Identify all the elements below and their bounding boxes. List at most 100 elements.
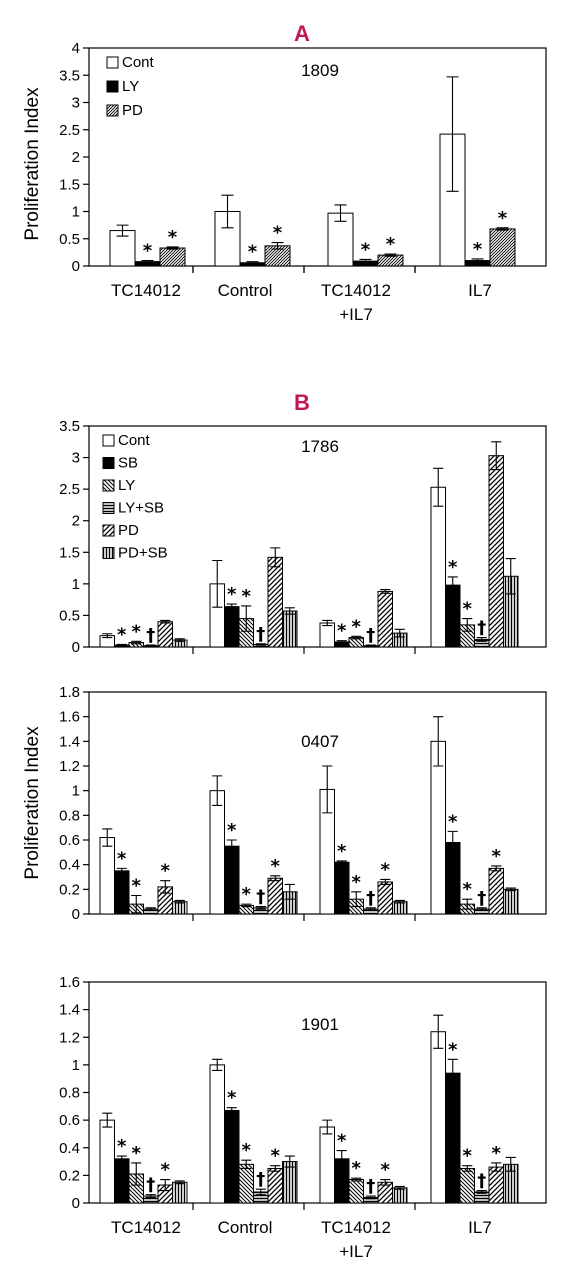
bar-pd-sb bbox=[172, 901, 188, 915]
error-bar bbox=[471, 258, 484, 263]
y-tick-label: 1.4 bbox=[59, 1002, 80, 1019]
significance-star: * bbox=[132, 876, 142, 897]
y-tick-label: 2 bbox=[72, 149, 80, 166]
error-bar bbox=[351, 635, 362, 640]
y-tick-label: 0 bbox=[72, 906, 80, 923]
error-bar bbox=[322, 1119, 333, 1135]
significance-dagger: † bbox=[146, 625, 155, 646]
y-tick-label: 0.2 bbox=[59, 881, 80, 898]
significance-star: * bbox=[227, 1088, 237, 1109]
y-tick-label: 3 bbox=[72, 95, 80, 112]
error-bar bbox=[116, 1155, 127, 1163]
bar-pd bbox=[267, 1167, 283, 1204]
y-tick-label: 2.5 bbox=[59, 122, 80, 139]
error-bar bbox=[491, 865, 502, 872]
legend-swatch bbox=[106, 104, 119, 117]
error-bar bbox=[226, 603, 237, 610]
significance-star: * bbox=[117, 624, 127, 645]
significance-dagger: † bbox=[477, 888, 486, 909]
error-bar bbox=[174, 899, 185, 904]
bar-cont bbox=[430, 486, 446, 648]
error-bar bbox=[145, 1194, 156, 1199]
legend-swatch bbox=[102, 502, 115, 514]
y-tick-label: 2.5 bbox=[59, 481, 80, 498]
error-bar bbox=[394, 628, 405, 638]
error-bar bbox=[284, 883, 295, 900]
error-bar bbox=[284, 1155, 295, 1168]
y-tick-label: 3.5 bbox=[59, 67, 80, 84]
error-bar bbox=[446, 76, 459, 192]
error-bar bbox=[505, 887, 516, 892]
error-bar bbox=[246, 261, 259, 265]
error-bar bbox=[447, 830, 458, 855]
significance-star: * bbox=[227, 820, 237, 841]
bar-sb bbox=[114, 870, 130, 915]
error-bar bbox=[255, 643, 266, 646]
legend-label: LY bbox=[122, 78, 139, 95]
legend: Cont SB LY LY+SB PD PD+SB bbox=[102, 432, 168, 562]
chart-title: 1786 bbox=[301, 437, 339, 456]
significance-star: * bbox=[143, 241, 153, 262]
error-bar bbox=[131, 640, 142, 645]
legend-label: LY+SB bbox=[118, 500, 164, 517]
error-bar bbox=[255, 906, 266, 910]
category-label: TC14012 bbox=[321, 1218, 391, 1237]
y-tick-label: 0.4 bbox=[59, 1140, 80, 1157]
significance-dagger: † bbox=[366, 888, 375, 909]
y-tick-label: 0 bbox=[72, 1195, 80, 1212]
bar-pd bbox=[488, 1166, 504, 1204]
y-tick-label: 1 bbox=[72, 1057, 80, 1074]
error-bar bbox=[270, 875, 281, 882]
error-bar bbox=[116, 643, 127, 647]
bar-sb bbox=[445, 584, 461, 648]
error-bar bbox=[380, 1178, 391, 1186]
y-tick-label: 1.4 bbox=[59, 733, 80, 750]
error-bar bbox=[476, 907, 487, 911]
error-bar bbox=[380, 878, 391, 885]
bar-ly bbox=[238, 1163, 254, 1204]
chart-title: 1809 bbox=[301, 61, 339, 80]
bar-pd bbox=[488, 867, 504, 915]
significance-star: * bbox=[337, 621, 347, 642]
plot-frame bbox=[88, 425, 547, 648]
y-tick-label: 4 bbox=[72, 40, 80, 57]
bar-sb bbox=[114, 1158, 130, 1204]
error-bar bbox=[241, 903, 252, 908]
significance-star: * bbox=[352, 872, 362, 893]
significance-dagger: † bbox=[256, 624, 265, 645]
error-bar bbox=[102, 633, 113, 639]
error-bar bbox=[116, 867, 127, 874]
bar-ly bbox=[348, 1179, 364, 1204]
charts-layer: 0 0.5 1 1.5 2 2.5 3 3.5 4 1809 Proliferation Index… bbox=[22, 40, 547, 1212]
error-bar bbox=[365, 644, 376, 647]
error-bar bbox=[394, 1185, 405, 1190]
category-label: +IL7 bbox=[339, 305, 373, 324]
y-tick-label: 1.8 bbox=[59, 684, 80, 701]
error-bar bbox=[462, 898, 473, 910]
error-bar bbox=[174, 638, 185, 642]
bar-cont bbox=[99, 837, 115, 915]
bar-pd-sb bbox=[172, 1181, 188, 1204]
significance-star: * bbox=[386, 234, 396, 255]
category-label: Control bbox=[218, 1218, 273, 1237]
legend-label: PD bbox=[118, 522, 139, 539]
error-bar bbox=[131, 1162, 142, 1186]
significance-star: * bbox=[168, 227, 178, 248]
y-tick-label: 1.2 bbox=[59, 1029, 80, 1046]
significance-star: * bbox=[381, 1160, 391, 1181]
significance-star: * bbox=[463, 1146, 473, 1167]
significance-star: * bbox=[448, 1039, 458, 1060]
y-tick-label: 3 bbox=[72, 450, 80, 467]
error-bar bbox=[116, 224, 129, 237]
significance-star: * bbox=[361, 239, 371, 260]
error-bar bbox=[394, 899, 405, 904]
error-bar bbox=[336, 640, 347, 644]
y-tick-label: 3.5 bbox=[59, 418, 80, 435]
bar-cont bbox=[319, 1126, 335, 1204]
bar-sb bbox=[224, 1109, 240, 1204]
bar-pd bbox=[489, 228, 516, 267]
error-bar bbox=[166, 246, 179, 250]
bar-cont bbox=[209, 790, 225, 915]
legend-label: LY bbox=[118, 477, 135, 494]
bar-ly bbox=[459, 1167, 475, 1204]
